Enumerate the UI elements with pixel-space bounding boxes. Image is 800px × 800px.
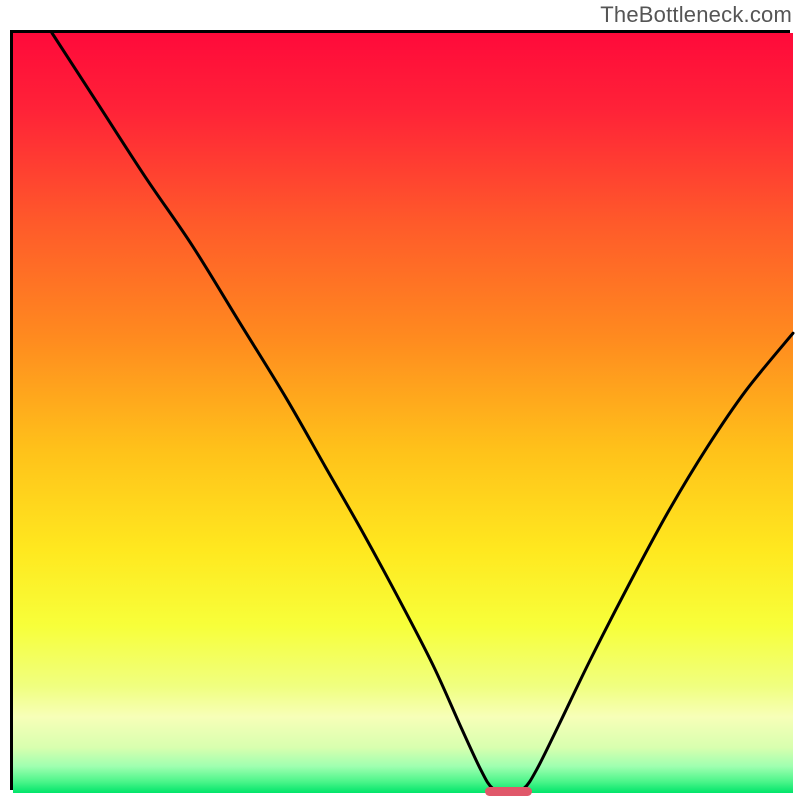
bottleneck-curve [13,33,793,793]
attribution-text: TheBottleneck.com [600,2,792,28]
plot-area [10,30,790,790]
minimum-marker [485,787,532,797]
gradient-background [13,33,793,793]
chart-frame: TheBottleneck.com [0,0,800,800]
